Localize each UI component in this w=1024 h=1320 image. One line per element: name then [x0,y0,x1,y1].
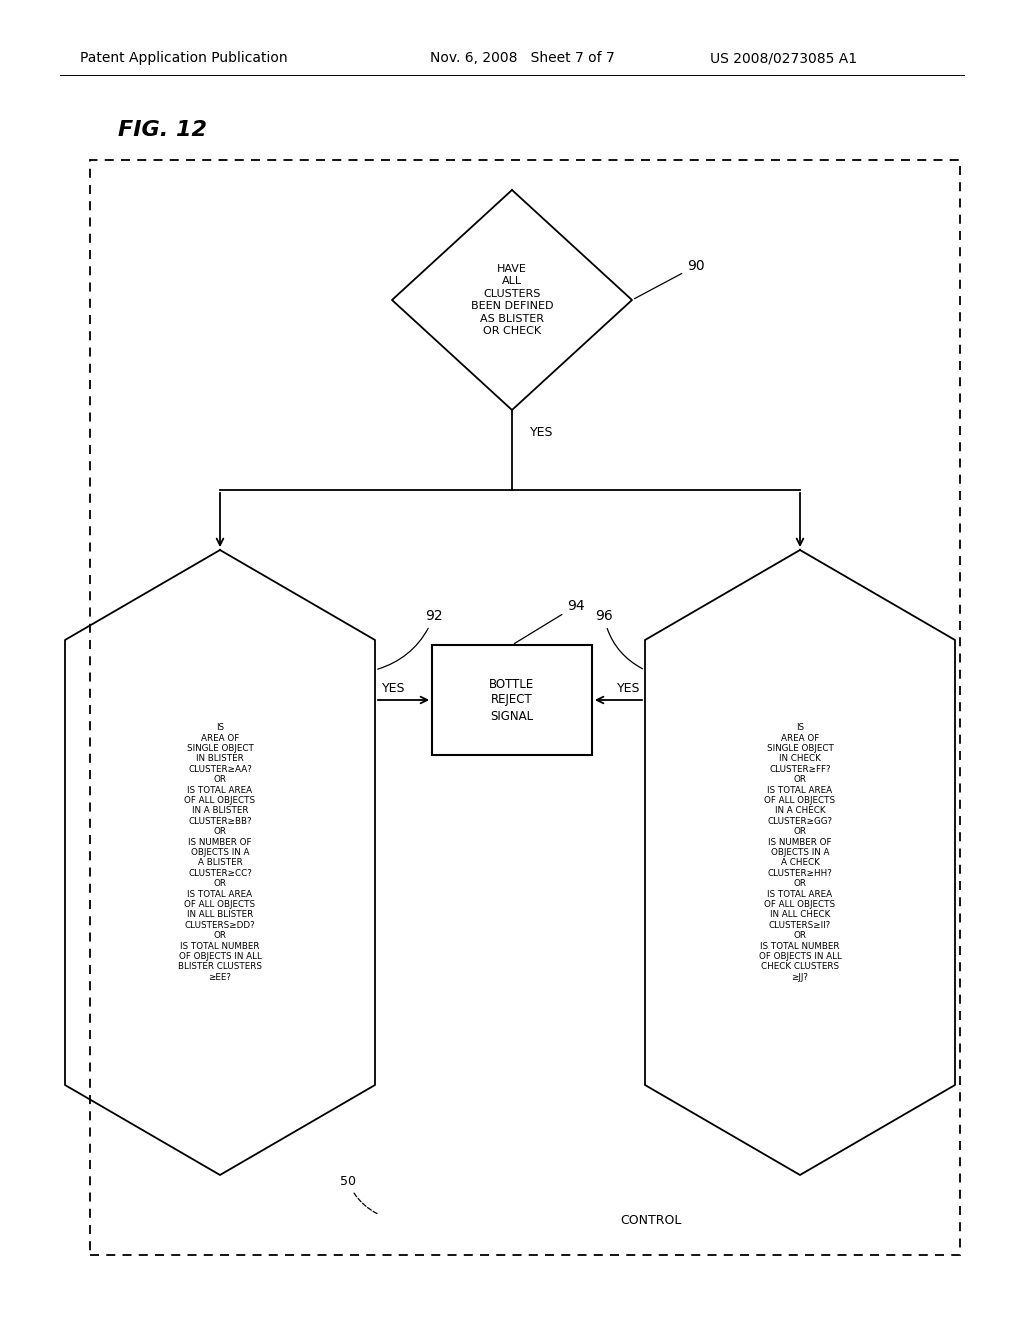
Bar [432,645,592,755]
Text: FIG. 12: FIG. 12 [118,120,207,140]
Text: 90: 90 [635,259,705,298]
Text: 92: 92 [378,609,442,669]
Text: YES: YES [616,681,640,694]
Text: Nov. 6, 2008   Sheet 7 of 7: Nov. 6, 2008 Sheet 7 of 7 [430,51,614,65]
Text: IS
AREA OF
SINGLE OBJECT
IN CHECK
CLUSTER≥FF?
OR
IS TOTAL AREA
OF ALL OBJECTS
IN: IS AREA OF SINGLE OBJECT IN CHECK CLUSTE… [759,723,842,982]
Text: US 2008/0273085 A1: US 2008/0273085 A1 [710,51,857,65]
Text: YES: YES [382,681,406,694]
Text: IS
AREA OF
SINGLE OBJECT
IN BLISTER
CLUSTER≥AA?
OR
IS TOTAL AREA
OF ALL OBJECTS
: IS AREA OF SINGLE OBJECT IN BLISTER CLUS… [178,723,262,982]
Text: BOTTLE
REJECT
SIGNAL: BOTTLE REJECT SIGNAL [489,677,535,722]
Text: 94: 94 [514,599,585,644]
Text: Patent Application Publication: Patent Application Publication [80,51,288,65]
Text: YES: YES [530,425,554,438]
Text: HAVE
ALL
CLUSTERS
BEEN DEFINED
AS BLISTER
OR CHECK: HAVE ALL CLUSTERS BEEN DEFINED AS BLISTE… [471,264,553,337]
Text: 96: 96 [595,609,642,669]
Text: 50: 50 [340,1175,378,1214]
Text: CONTROL: CONTROL [620,1213,681,1226]
Bar [90,160,961,1255]
